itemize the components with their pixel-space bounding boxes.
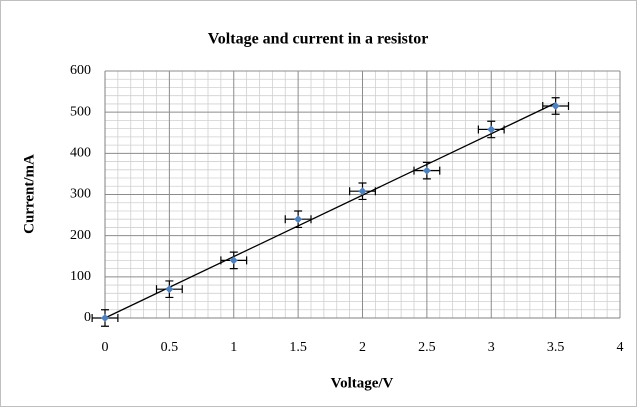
- y-tick-label: 300: [70, 187, 91, 202]
- x-tick-label: 1: [230, 340, 237, 355]
- y-tick-label: 500: [70, 104, 91, 119]
- y-axis-title: Current/mA: [21, 154, 37, 234]
- data-point: [229, 256, 238, 265]
- x-tick-label: 3.5: [547, 340, 565, 355]
- data-point: [294, 215, 303, 224]
- x-tick-label: 2: [359, 340, 366, 355]
- y-tick-label: 600: [70, 63, 91, 78]
- data-point: [358, 187, 367, 196]
- x-axis-title: Voltage/V: [331, 375, 394, 391]
- chart-title: Voltage and current in a resistor: [208, 31, 429, 48]
- x-tick-label: 1.5: [289, 340, 307, 355]
- x-tick-label: 4: [617, 340, 624, 355]
- data-point: [551, 101, 560, 110]
- data-point: [165, 285, 174, 294]
- y-tick-label: 0: [84, 310, 91, 325]
- x-tick-label: 3: [488, 340, 495, 355]
- x-tick-label: 0.5: [161, 340, 179, 355]
- y-tick-label: 400: [70, 146, 91, 161]
- data-point: [487, 125, 496, 134]
- data-point: [101, 314, 109, 322]
- y-tick-label: 100: [70, 269, 91, 284]
- x-tick-label: 2.5: [418, 340, 436, 355]
- data-point: [422, 166, 431, 175]
- y-tick-label: 200: [70, 228, 91, 243]
- x-tick-label: 0: [102, 340, 109, 355]
- trendline: [104, 102, 556, 319]
